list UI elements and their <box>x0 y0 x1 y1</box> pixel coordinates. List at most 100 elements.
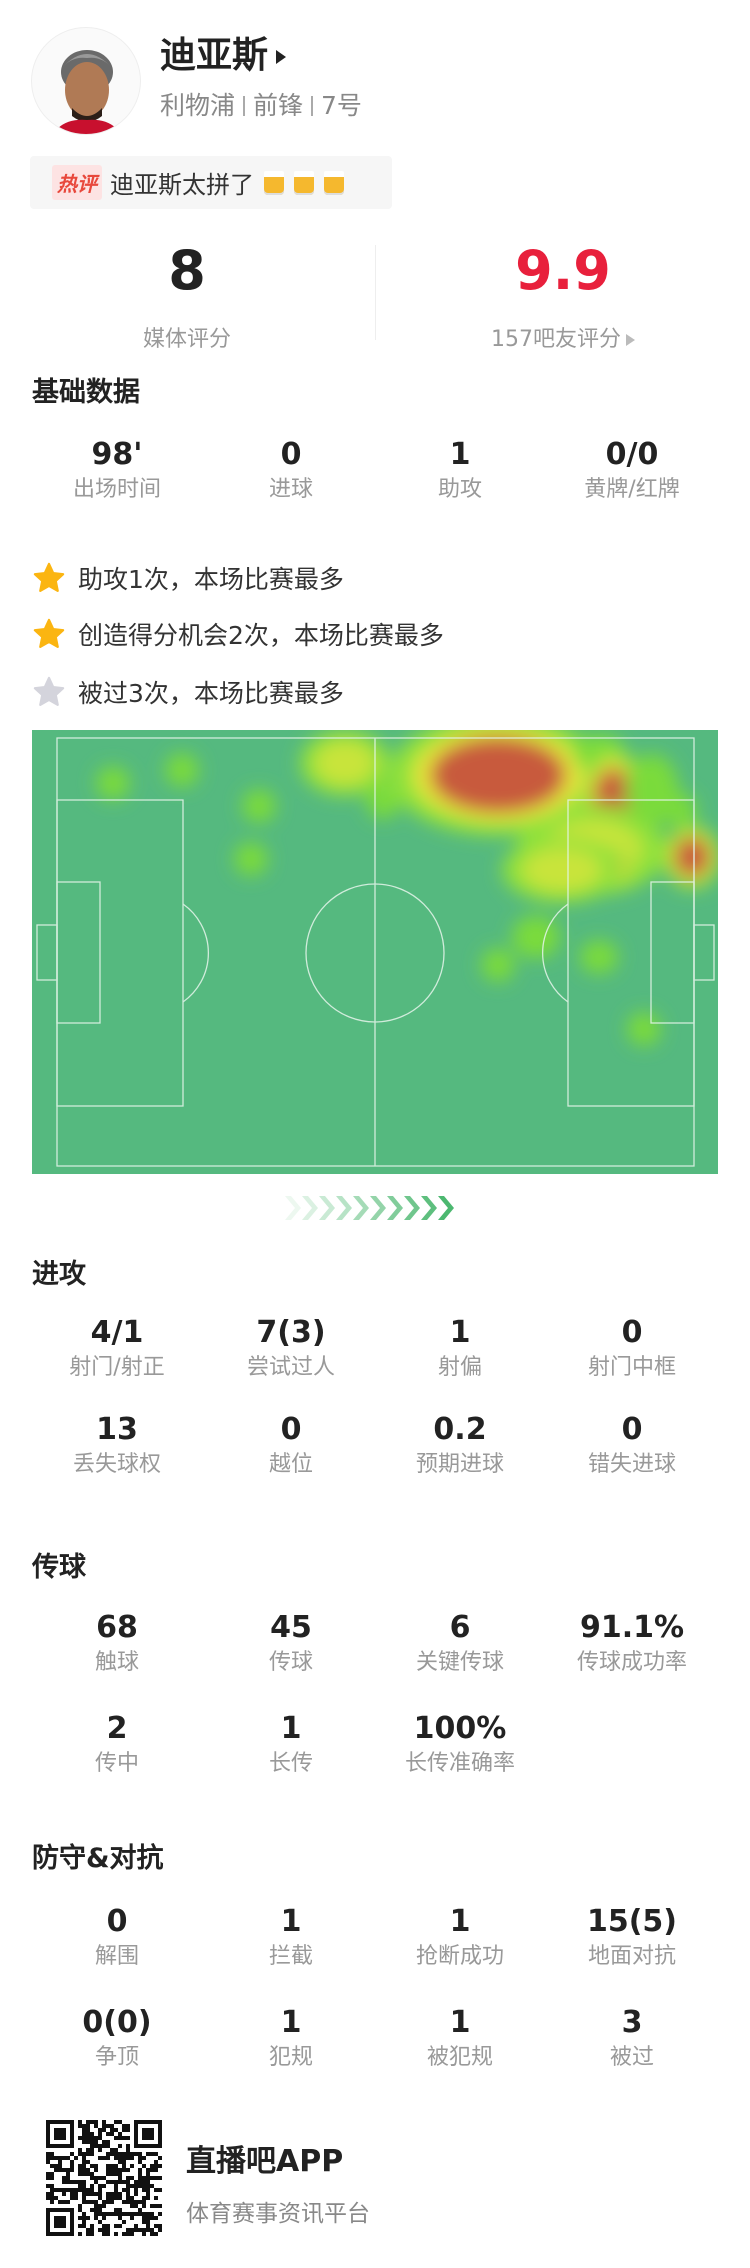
hot-comment[interactable]: 热评 迪亚斯太拼了 <box>30 156 392 209</box>
stat-label: 尝试过人 <box>246 1355 335 1380</box>
stat-value: 1 <box>280 1711 302 1746</box>
chevron-right-icon <box>404 1196 420 1220</box>
qr-finder <box>54 2216 66 2228</box>
stat-label: 拦截 <box>268 1944 313 1969</box>
stat-label: 射偏 <box>437 1355 482 1380</box>
chevron-right-icon <box>336 1196 352 1220</box>
stat-label: 助攻 <box>437 477 482 502</box>
divider <box>311 96 314 116</box>
stat-passing: 100% 长传准确率 <box>375 1711 545 1779</box>
stat-label: 抢断成功 <box>415 1944 504 1969</box>
heat-spot <box>234 842 268 876</box>
heat-spot <box>674 837 710 877</box>
highlight-text: 被过3次，本场比赛最多 <box>78 679 344 708</box>
highlight-text: 助攻1次，本场比赛最多 <box>78 565 344 594</box>
heat-spot <box>96 766 130 800</box>
stat-label: 地面对抗 <box>587 1944 676 1969</box>
app-name: 直播吧APP <box>186 2144 344 2179</box>
fan-rating-label: 157吧友评分 <box>491 327 621 352</box>
highlight-item: 助攻1次，本场比赛最多 <box>32 560 344 596</box>
stat-label: 触球 <box>94 1650 139 1675</box>
stat-value: 6 <box>449 1610 471 1645</box>
fan-rating-value: 9.9 <box>515 239 611 302</box>
heat-spot <box>522 848 602 892</box>
qr-finder <box>54 2128 66 2140</box>
stat-label: 被过 <box>609 2045 654 2070</box>
stat-attack: 0.2 预期进球 <box>375 1412 545 1480</box>
stat-value: 1 <box>449 2005 471 2040</box>
stat-value: 1 <box>449 1904 471 1939</box>
stat-label: 射门/射正 <box>69 1355 165 1380</box>
pitch-lines <box>36 737 715 1167</box>
arrow-right-icon <box>626 334 635 346</box>
stat-passing: 91.1% 传球成功率 <box>547 1610 717 1678</box>
highlight-item: 被过3次，本场比赛最多 <box>32 674 344 710</box>
stat-label: 传球成功率 <box>576 1650 687 1675</box>
stat-label: 关键传球 <box>415 1650 504 1675</box>
chevron-right-icon <box>387 1196 403 1220</box>
stat-defense: 1 抢断成功 <box>375 1904 545 1972</box>
heat-spot <box>627 1012 661 1046</box>
stat-value: 45 <box>270 1610 312 1645</box>
fan-rating[interactable]: 9.9 157吧友评分 <box>413 241 713 353</box>
shirt-number: 7号 <box>321 91 362 120</box>
arrow-right-icon <box>276 50 287 64</box>
stat-value: 0 <box>621 1412 643 1447</box>
chevron-right-icon <box>353 1196 369 1220</box>
heatmap-pitch <box>32 730 718 1174</box>
chevron-right-icon <box>285 1196 301 1220</box>
media-rating: 8 媒体评分 <box>37 241 337 353</box>
stat-basic: 98' 出场时间 <box>32 437 202 505</box>
stat-label: 长传 <box>268 1751 313 1776</box>
stat-attack: 7(3) 尝试过人 <box>206 1315 376 1383</box>
stat-value: 91.1% <box>579 1610 685 1645</box>
stat-label: 黄牌/红牌 <box>584 477 680 502</box>
chevron-right-icon <box>421 1196 437 1220</box>
hot-comment-text: 迪亚斯太拼了 <box>110 171 254 199</box>
stat-passing: 1 长传 <box>206 1711 376 1779</box>
beer-mug-icon <box>324 170 344 195</box>
divider <box>375 245 376 340</box>
stat-value: 7(3) <box>256 1315 326 1350</box>
player-avatar <box>31 27 141 135</box>
stat-value: 3 <box>621 2005 643 2040</box>
heat-spot <box>165 753 199 787</box>
stat-value: 0 <box>280 1412 302 1447</box>
media-rating-label: 媒体评分 <box>142 327 231 352</box>
highlight-text: 创造得分机会2次，本场比赛最多 <box>78 621 444 650</box>
stat-label: 射门中框 <box>587 1355 676 1380</box>
stat-basic: 0 进球 <box>206 437 376 505</box>
heat-spot <box>242 789 276 823</box>
heat-spot <box>430 737 566 813</box>
qr-finder <box>142 2128 154 2140</box>
stat-label: 传中 <box>94 1751 139 1776</box>
star-icon <box>33 618 65 648</box>
qr-code <box>46 2120 162 2236</box>
chevron-right-icon <box>302 1196 318 1220</box>
stat-basic: 1 助攻 <box>375 437 545 505</box>
stat-attack: 13 丢失球权 <box>32 1412 202 1480</box>
stat-label: 出场时间 <box>72 477 161 502</box>
beer-mug-icon <box>264 170 284 195</box>
stat-label: 争顶 <box>94 2045 139 2070</box>
stat-defense: 0(0) 争顶 <box>32 2005 202 2073</box>
stat-defense: 15(5) 地面对抗 <box>547 1904 717 1972</box>
team-name: 利物浦 <box>160 91 236 120</box>
stat-label: 解围 <box>94 1944 139 1969</box>
stat-value: 4/1 <box>90 1315 144 1350</box>
stat-value: 2 <box>106 1711 128 1746</box>
player-name[interactable]: 迪亚斯 <box>160 34 287 78</box>
beer-mug-icon <box>294 170 314 195</box>
app-tagline: 体育赛事资讯平台 <box>186 2201 370 2227</box>
stat-value: 0(0) <box>82 2005 152 2040</box>
section-title-basic: 基础数据 <box>32 377 140 408</box>
stat-attack: 0 越位 <box>206 1412 376 1480</box>
stat-passing: 6 关键传球 <box>375 1610 545 1678</box>
swipe-chevrons <box>285 1196 454 1220</box>
heat-spot <box>579 940 619 974</box>
stat-value: 98' <box>91 437 143 472</box>
stat-label: 被犯规 <box>426 2045 493 2070</box>
stat-value: 0 <box>280 437 302 472</box>
stat-passing: 68 触球 <box>32 1610 202 1678</box>
stat-value: 15(5) <box>586 1904 678 1939</box>
